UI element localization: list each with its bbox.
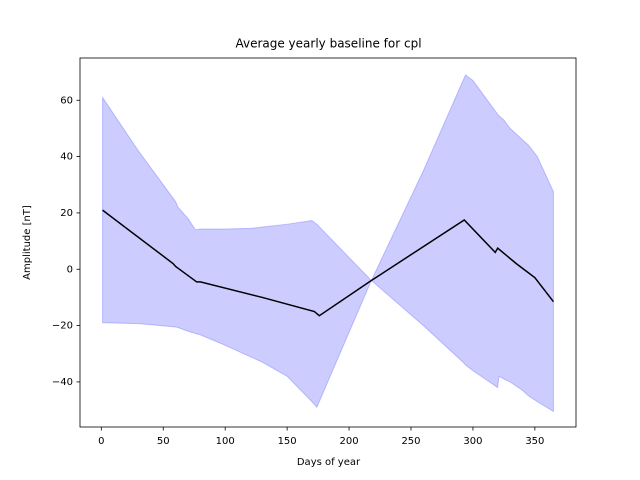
chart-title: Average yearly baseline for cpl	[235, 37, 421, 51]
x-tick-label: 100	[216, 436, 235, 447]
x-tick-label: 250	[401, 436, 420, 447]
y-tick-label: 40	[60, 152, 73, 163]
x-axis-label: Days of year	[297, 457, 361, 468]
plot-frame	[79, 57, 577, 428]
y-tick-label: −20	[52, 321, 73, 332]
x-tick-label: 150	[278, 436, 297, 447]
x-tick-label: 300	[463, 436, 482, 447]
x-tick-label: 0	[98, 436, 104, 447]
y-axis-label: Amplitude [nT]	[22, 205, 33, 280]
y-tick-label: 20	[60, 208, 73, 219]
x-tick-label: 50	[157, 436, 170, 447]
data-line	[102, 209, 555, 317]
y-tick-label: 0	[67, 264, 73, 275]
x-tick-label: 350	[525, 436, 544, 447]
x-tick-label: 200	[340, 436, 359, 447]
y-tick-label: −40	[52, 377, 73, 388]
band-area	[102, 74, 554, 413]
y-tick-label: 60	[60, 95, 73, 106]
